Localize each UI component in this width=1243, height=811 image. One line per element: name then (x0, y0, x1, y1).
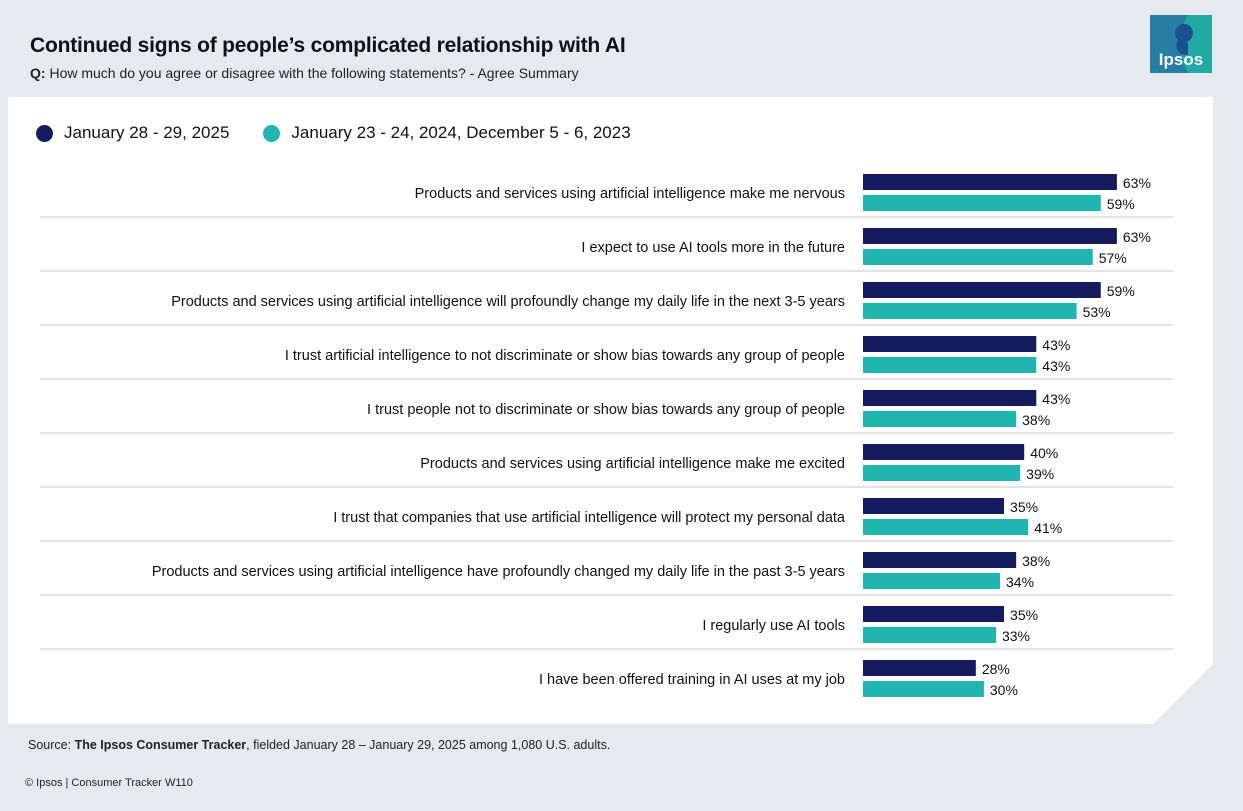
source-name: The Ipsos Consumer Tracker (74, 738, 247, 752)
bar-2025 (863, 336, 1037, 352)
data-label: 38% (1022, 553, 1050, 569)
bar-2025 (863, 552, 1017, 568)
bar-2025 (863, 444, 1025, 460)
category-label: Products and services using artificial i… (415, 186, 845, 202)
bar-2024 (863, 465, 1021, 481)
bar-2024 (863, 195, 1101, 211)
bar-2025 (863, 498, 1005, 514)
bar-2025 (863, 174, 1117, 190)
bar-2024 (863, 303, 1077, 319)
legend-dot-2025 (36, 124, 53, 142)
data-label: 34% (1006, 574, 1034, 590)
data-label: 43% (1042, 337, 1070, 353)
bar-2025 (863, 390, 1037, 406)
data-label: 63% (1123, 229, 1151, 245)
bar-2024 (863, 519, 1029, 535)
logo-text: Ipsos (1159, 50, 1203, 69)
data-label: 30% (990, 682, 1018, 698)
category-label: I trust artificial intelligence to not d… (285, 348, 845, 364)
data-label: 63% (1123, 175, 1151, 191)
category-label: I regularly use AI tools (702, 618, 845, 634)
category-label: I trust that companies that use artifici… (333, 510, 846, 526)
data-label: 38% (1022, 412, 1050, 428)
source-note: Source: The Ipsos Consumer Tracker, fiel… (28, 738, 610, 752)
category-label: Products and services using artificial i… (171, 294, 845, 310)
data-label: 41% (1034, 520, 1062, 536)
bar-2025 (863, 660, 976, 676)
bar-2025 (863, 282, 1101, 298)
legend-dot-2024 (263, 124, 281, 142)
data-label: 39% (1026, 466, 1054, 482)
bar-2024 (863, 573, 1001, 589)
bar-2025 (863, 228, 1117, 244)
data-label: 59% (1107, 283, 1135, 299)
data-label: 53% (1083, 304, 1111, 320)
data-label: 40% (1030, 445, 1058, 461)
question-prefix: Q: (30, 65, 46, 81)
category-label: I have been offered training in AI uses … (539, 672, 845, 688)
page-title: Continued signs of people’s complicated … (30, 34, 626, 57)
category-label: Products and services using artificial i… (420, 456, 845, 472)
category-label: I trust people not to discriminate or sh… (367, 402, 845, 418)
legend-label-2024: January 23 - 24, 2024, December 5 - 6, 2… (291, 123, 631, 142)
data-label: 33% (1002, 628, 1030, 644)
bar-2024 (863, 681, 984, 697)
bar-2024 (863, 411, 1017, 427)
question-subtitle: Q: How much do you agree or disagree wit… (30, 65, 579, 81)
source-rest: , fielded January 28 – January 29, 2025 … (246, 738, 611, 752)
category-label: Products and services using artificial i… (152, 564, 845, 580)
bar-2024 (863, 627, 996, 643)
data-label: 28% (982, 661, 1010, 677)
question-text: How much do you agree or disagree with t… (49, 65, 579, 81)
legend-item-2024: January 23 - 24, 2024, December 5 - 6, 2… (263, 123, 631, 143)
data-label: 57% (1099, 250, 1127, 266)
legend-label-2025: January 28 - 29, 2025 (64, 123, 230, 142)
data-label: 35% (1010, 499, 1038, 515)
category-label: I expect to use AI tools more in the fut… (581, 240, 845, 256)
data-label: 35% (1010, 607, 1038, 623)
data-label: 43% (1042, 391, 1070, 407)
footer-copyright: © Ipsos | Consumer Tracker W110 (25, 777, 193, 789)
data-label: 59% (1107, 196, 1135, 212)
bar-2025 (863, 606, 1005, 622)
chart-legend: January 28 - 29, 2025 January 23 - 24, 2… (36, 123, 665, 143)
data-label: 43% (1042, 358, 1070, 374)
bar-2024 (863, 357, 1037, 373)
bar-2024 (863, 249, 1093, 265)
legend-item-2025: January 28 - 29, 2025 (36, 123, 229, 143)
ipsos-logo: Ipsos (1150, 15, 1212, 73)
source-prefix: Source: (28, 738, 72, 752)
